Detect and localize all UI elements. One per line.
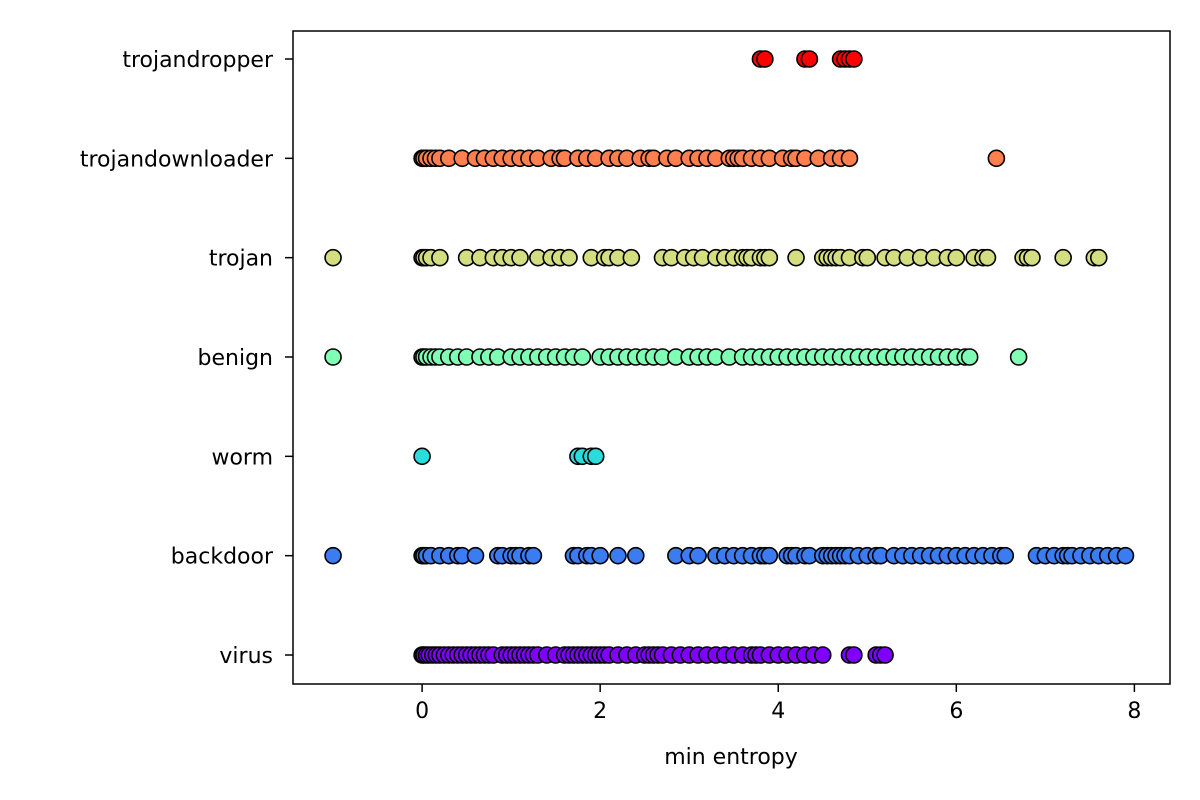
point-benign-63 xyxy=(1009,348,1028,366)
point-backdoor-21 xyxy=(591,546,609,565)
point-trojan-50 xyxy=(947,248,966,267)
point-trojan-15 xyxy=(560,248,578,267)
series-backdoor xyxy=(324,546,1135,565)
point-trojan-34 xyxy=(760,248,779,267)
x-tick-label-8: 8 xyxy=(1127,699,1141,724)
point-backdoor-16 xyxy=(524,546,543,565)
y-tick-label-virus: virus xyxy=(219,644,273,669)
point-trojan-35 xyxy=(787,248,805,267)
series-virus xyxy=(413,646,894,664)
x-tick-label-2: 2 xyxy=(593,699,607,724)
point-benign-62 xyxy=(960,348,979,366)
point-backdoor-76 xyxy=(1116,546,1135,565)
point-benign-21 xyxy=(573,348,592,366)
point-trojan-53 xyxy=(978,248,997,267)
point-backdoor-9 xyxy=(466,546,485,565)
point-trojan-20 xyxy=(622,248,641,267)
x-tick-label-4: 4 xyxy=(771,699,785,724)
y-tick-label-backdoor: backdoor xyxy=(171,545,274,570)
point-backdoor-64 xyxy=(996,546,1015,565)
y-tick-label-benign: benign xyxy=(198,346,273,371)
y-tick-label-trojandropper: trojandropper xyxy=(122,48,274,73)
y-tick-label-worm: worm xyxy=(211,445,273,470)
x-axis: 0 2 4 6 8 xyxy=(415,684,1141,724)
chart-marks xyxy=(324,50,1135,664)
y-tick-label-trojandownloader: trojandownloader xyxy=(80,147,274,172)
point-trojan-56 xyxy=(1023,248,1041,267)
point-trojan-11 xyxy=(511,248,529,267)
point-virus-69 xyxy=(845,646,863,664)
series-trojan xyxy=(324,248,1108,267)
point-benign-0 xyxy=(324,348,342,366)
point-worm-4 xyxy=(586,447,605,466)
point-trojan-59 xyxy=(1089,248,1108,267)
series-benign xyxy=(324,348,1028,366)
point-trojan-0 xyxy=(324,248,342,267)
point-backdoor-23 xyxy=(626,546,645,565)
x-axis-title: min entropy xyxy=(664,745,798,770)
point-backdoor-0 xyxy=(324,546,342,565)
point-trojan-43 xyxy=(858,248,877,267)
point-backdoor-26 xyxy=(689,546,707,565)
point-trojandropper-1 xyxy=(756,50,774,68)
point-trojan-57 xyxy=(1054,248,1072,267)
point-trojandownloader-49 xyxy=(987,149,1006,168)
point-trojan-5 xyxy=(431,248,449,267)
y-tick-label-trojan: trojan xyxy=(209,247,273,272)
x-tick-label-0: 0 xyxy=(415,699,429,724)
point-worm-0 xyxy=(413,447,431,466)
series-worm xyxy=(413,447,605,466)
point-trojandropper-3 xyxy=(800,50,819,68)
y-axis: virus backdoor worm benign trojan trojandownl… xyxy=(80,48,293,669)
point-virus-72 xyxy=(876,646,894,664)
point-trojandropper-7 xyxy=(845,50,863,68)
point-backdoor-22 xyxy=(609,546,627,565)
series-trojandownloader xyxy=(413,149,1006,168)
x-tick-label-6: 6 xyxy=(949,699,963,724)
point-virus-67 xyxy=(813,646,832,664)
series-trojandropper xyxy=(751,50,863,68)
point-backdoor-34 xyxy=(760,546,779,565)
point-trojandownloader-48 xyxy=(840,149,859,168)
